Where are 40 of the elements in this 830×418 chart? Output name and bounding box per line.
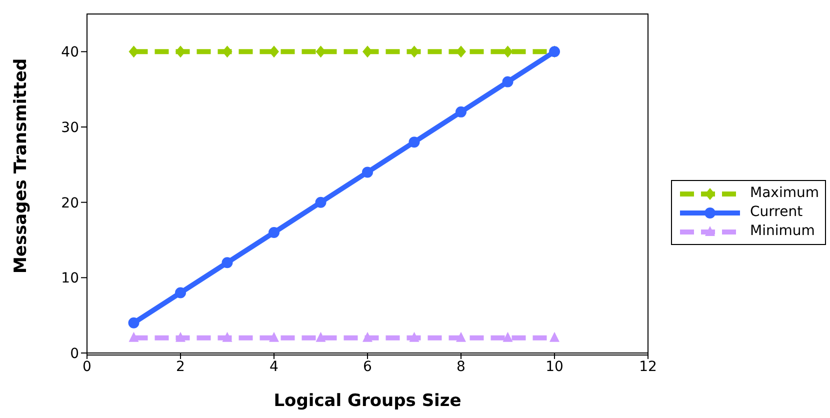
y-tick-label: 30	[61, 120, 79, 136]
x-tick-label: 8	[456, 358, 466, 375]
point	[176, 46, 186, 58]
point	[268, 226, 280, 238]
point	[269, 332, 279, 342]
x-tick-label: 4	[270, 358, 279, 375]
point	[269, 46, 279, 58]
point	[175, 287, 186, 298]
x-axis-title: Logical Groups Size	[274, 391, 462, 411]
point	[362, 332, 372, 342]
point	[362, 166, 373, 178]
point	[456, 332, 466, 342]
x-tick-label: 12	[639, 358, 657, 375]
point	[550, 332, 560, 342]
x-tick-label: 2	[176, 358, 185, 375]
point	[502, 76, 514, 88]
point	[408, 136, 420, 148]
point	[456, 46, 466, 58]
point	[362, 46, 372, 58]
legend-label: Minimum	[750, 222, 815, 241]
legend-label: Maximum	[750, 184, 819, 203]
y-axis-title: Messages Transmitted	[11, 58, 32, 274]
legend-label: Current	[750, 203, 803, 222]
point	[222, 257, 233, 268]
point	[456, 106, 466, 118]
point	[128, 332, 139, 342]
point	[222, 332, 232, 342]
y-tick-label: 10	[61, 270, 79, 287]
y-tick-label: 0	[70, 346, 79, 362]
x-tick-label: 0	[82, 358, 92, 375]
point	[502, 332, 513, 342]
x-tick-label: 6	[363, 358, 372, 375]
point	[315, 196, 326, 208]
point	[316, 332, 326, 342]
point	[128, 317, 140, 328]
point	[176, 332, 186, 342]
point	[409, 332, 420, 342]
y-tick-label: 40	[61, 44, 79, 61]
x-tick-label: 10	[546, 358, 564, 375]
y-tick-label: 20	[61, 195, 79, 212]
